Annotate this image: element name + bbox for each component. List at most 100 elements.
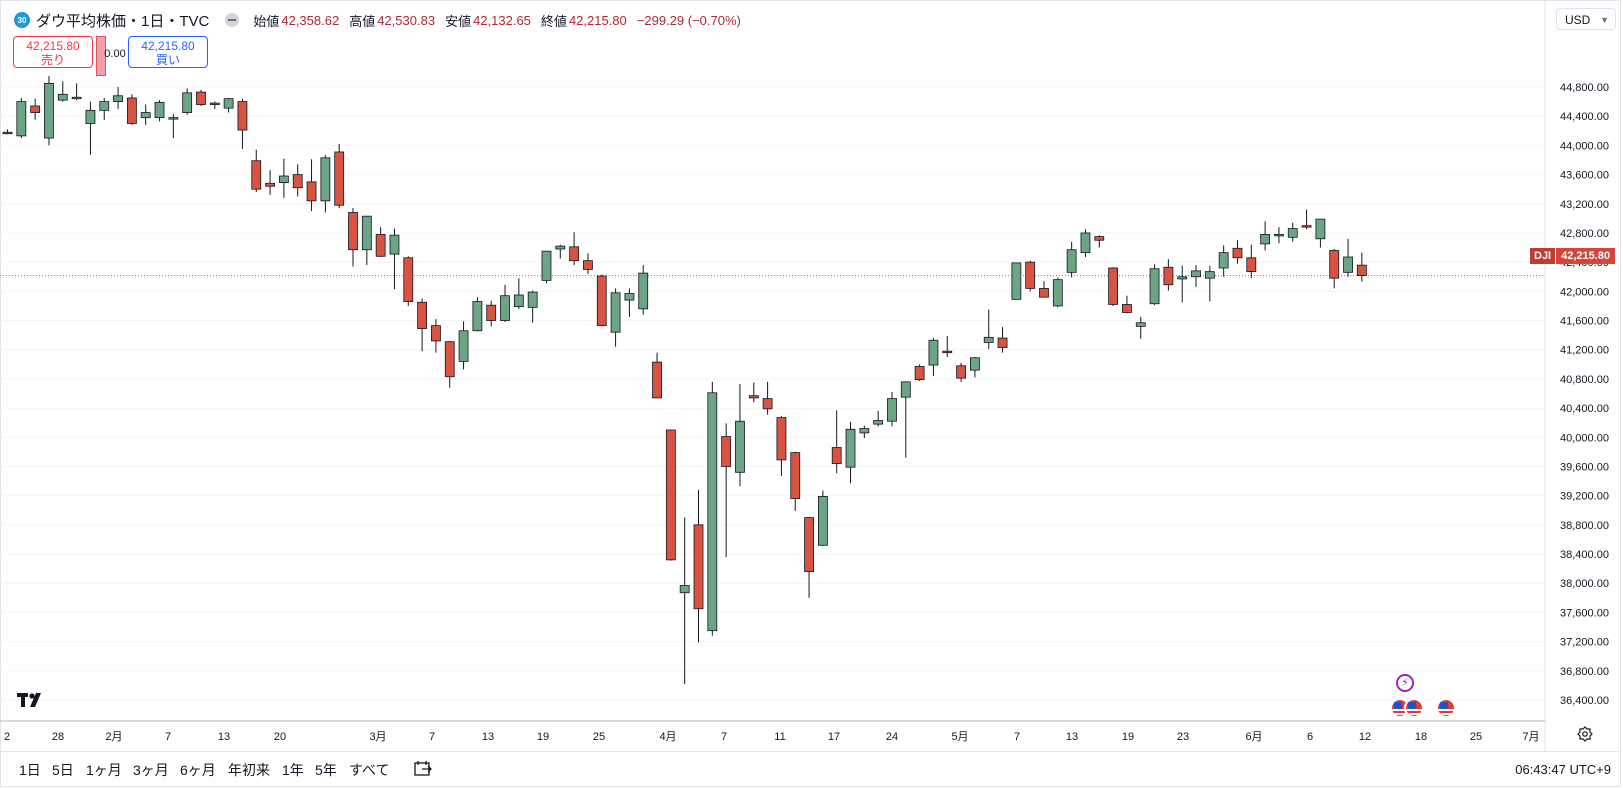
candle	[652, 352, 662, 399]
candle-body	[237, 101, 248, 131]
candle-body	[569, 246, 580, 262]
range-6m-button[interactable]: 6ヶ月	[180, 762, 216, 778]
range-5y-button[interactable]: 5年	[315, 762, 337, 778]
candle	[30, 98, 41, 120]
symbol-title[interactable]: ダウ平均株価・1日・TVC	[36, 12, 210, 30]
calendar-range-icon[interactable]	[414, 760, 432, 776]
us-flag-icon[interactable]	[1404, 698, 1424, 718]
time-tick-label: 25	[593, 731, 605, 743]
candle-body	[790, 452, 801, 499]
time-axis: 2 28 2月 7 13 20 3月 7 13 19 25 4月 7 11 17 24 5月 7 13 19 23 6月 6…	[4, 731, 1540, 743]
sell-button[interactable]: 42,215.80 売り	[13, 36, 93, 68]
candle-body	[209, 102, 220, 105]
time-tick-label: 13	[218, 731, 230, 743]
currency-value: USD	[1565, 13, 1591, 27]
candle-body	[99, 101, 110, 111]
range-5d-button[interactable]: 5日	[52, 762, 74, 778]
candle-body	[956, 365, 966, 379]
candle	[99, 97, 110, 120]
spread-indicator: 0.00	[96, 36, 126, 76]
candle-body	[85, 109, 96, 124]
lightning-icon[interactable]: ⚡	[1396, 674, 1414, 692]
candle	[997, 327, 1008, 353]
range-all-button[interactable]: すべて	[349, 762, 390, 778]
us-flag-icon[interactable]	[1436, 698, 1456, 718]
candle-body	[348, 212, 358, 251]
candle	[237, 98, 248, 150]
close-value: 42,215.80	[568, 12, 627, 28]
candle-body	[182, 92, 193, 113]
candle-body	[126, 97, 137, 124]
candle-body	[873, 420, 884, 425]
high-label: 高値	[349, 13, 376, 29]
candle	[1246, 244, 1257, 279]
candle	[1315, 218, 1326, 248]
time-tick-label: 19	[1122, 731, 1134, 743]
candle-body	[1274, 234, 1284, 237]
candle	[721, 423, 732, 557]
candle-body	[997, 337, 1008, 348]
price-tick-label: 39,200.00	[1560, 491, 1609, 503]
price-tick-label: 41,600.00	[1560, 316, 1609, 328]
price-tick-label: 38,400.00	[1560, 549, 1609, 561]
candle	[154, 100, 165, 122]
time-tick-label: 11	[774, 731, 785, 743]
candle	[361, 215, 372, 266]
candle	[168, 114, 179, 139]
candle-body	[513, 294, 524, 308]
currency-select[interactable]: USD ▼	[1556, 8, 1616, 30]
range-3m-button[interactable]: 3ヶ月	[133, 762, 169, 778]
candle-body	[458, 330, 469, 362]
price-tick-label: 42,000.00	[1560, 286, 1609, 298]
visibility-icon[interactable]	[225, 13, 240, 27]
candle	[1287, 222, 1298, 242]
candle-body	[748, 395, 759, 399]
candle-body	[707, 392, 718, 632]
candle	[748, 382, 759, 403]
range-1d-button[interactable]: 1日	[19, 762, 41, 778]
candle	[527, 290, 538, 323]
candle-body	[1177, 276, 1188, 280]
candle-body	[265, 182, 275, 187]
candle	[1343, 238, 1353, 277]
candle	[126, 94, 137, 125]
price-tick-label: 37,600.00	[1560, 607, 1609, 619]
time-tick-label: 18	[1415, 731, 1427, 743]
candle	[1039, 281, 1049, 298]
time-tick-label: 7	[429, 731, 435, 743]
price-tick-label: 41,200.00	[1560, 345, 1609, 357]
candle	[182, 88, 193, 115]
candle	[1204, 265, 1215, 302]
candle	[983, 309, 994, 349]
time-tick-label: 7	[721, 731, 727, 743]
clock[interactable]: 06:43:47 UTC+9	[1515, 762, 1611, 777]
candle	[873, 411, 884, 427]
range-1y-button[interactable]: 1年	[282, 762, 304, 778]
tradingview-logo-icon[interactable]	[17, 692, 47, 708]
price-tick-label: 40,400.00	[1560, 403, 1609, 415]
symbol-badge[interactable]: 30	[14, 12, 30, 28]
time-tick-label: 7	[1014, 731, 1020, 743]
gear-icon[interactable]	[1577, 726, 1593, 742]
buy-button[interactable]: 42,215.80 買い	[128, 36, 208, 68]
candle-body	[1066, 249, 1077, 273]
time-tick-label: 2	[4, 731, 10, 743]
candle-body	[831, 447, 842, 464]
range-1m-button[interactable]: 1ヶ月	[86, 762, 122, 778]
candle-body	[251, 160, 262, 190]
candle	[292, 164, 303, 197]
candle-body	[417, 301, 428, 329]
high-value: 42,530.83	[377, 12, 436, 28]
candle-body	[71, 96, 82, 100]
candle	[1052, 277, 1063, 308]
candle-body	[1122, 304, 1132, 313]
candle	[1329, 249, 1340, 289]
range-ytd-button[interactable]: 年初来	[228, 762, 270, 778]
candle-body	[1329, 250, 1340, 279]
candle-body	[804, 517, 814, 572]
candle-body	[431, 325, 441, 342]
candle-body	[1218, 252, 1229, 269]
spread-bar	[96, 36, 106, 76]
time-tick-label: 5月	[951, 731, 968, 743]
